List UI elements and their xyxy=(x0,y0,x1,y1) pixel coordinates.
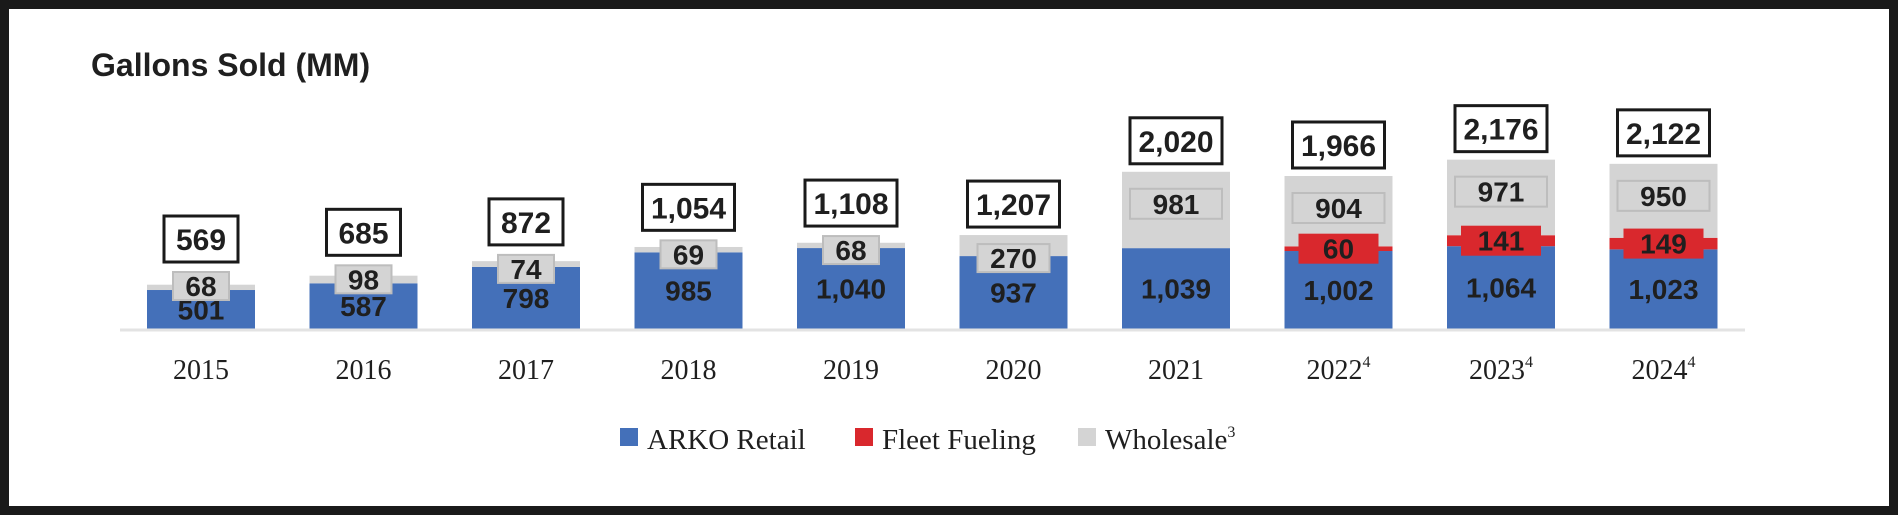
x-tick-label-2023: 20234 xyxy=(1469,354,1533,386)
label-box-wholesale-2015 xyxy=(172,271,230,302)
total-label-2023: 2,176 xyxy=(1463,114,1538,147)
x-tick-label-2015: 2015 xyxy=(173,355,229,386)
label-box-wholesale-2021 xyxy=(1129,187,1223,220)
total-box-2023 xyxy=(1453,104,1549,154)
bar-arko-retail-2023 xyxy=(1447,246,1555,329)
x-tick-label-2021: 2021 xyxy=(1148,355,1204,386)
label-box-fleet-fueling-2023 xyxy=(1461,225,1541,256)
legend-label-wholesale: Wholesale3 xyxy=(1105,424,1235,456)
label-box-wholesale-2020 xyxy=(976,243,1051,274)
label-arko-retail-2020: 937 xyxy=(990,278,1037,309)
x-tick-footnote-2024: 4 xyxy=(1688,354,1696,371)
total-label-2017: 872 xyxy=(501,207,551,240)
x-axis: 2015 2016 2017 2018 2019 2020 2021 20224 20234 20… xyxy=(120,328,1745,386)
label-arko-retail-2016: 587 xyxy=(340,291,387,322)
bar-arko-retail-2021 xyxy=(1122,248,1230,329)
label-box-wholesale-2023 xyxy=(1454,175,1548,208)
x-tick-label-2019: 2019 xyxy=(823,355,879,386)
label-wholesale-2019: 68 xyxy=(835,235,866,266)
labels-layer: 501685695879868579874872985691,0541,0406… xyxy=(162,104,1711,326)
total-label-2019: 1,108 xyxy=(813,188,888,221)
label-arko-retail-2018: 985 xyxy=(665,276,712,307)
total-box-2024 xyxy=(1616,108,1711,158)
x-tick-label-2020: 2020 xyxy=(986,355,1042,386)
label-wholesale-2024: 950 xyxy=(1640,181,1687,212)
bar-arko-retail-2022 xyxy=(1284,251,1393,329)
total-box-2015 xyxy=(162,214,240,264)
total-box-2020 xyxy=(966,179,1061,229)
total-label-2024: 2,122 xyxy=(1626,118,1701,151)
x-tick-label-2017: 2017 xyxy=(498,355,554,386)
x-tick-footnote-2023: 4 xyxy=(1525,354,1533,371)
total-box-2018 xyxy=(641,182,736,232)
total-box-2019 xyxy=(803,178,899,228)
label-wholesale-2017: 74 xyxy=(510,254,542,285)
legend-swatch-wholesale xyxy=(1078,428,1096,446)
total-label-2016: 685 xyxy=(338,217,388,250)
legend-label-arko-retail: ARKO Retail xyxy=(647,424,806,456)
total-label-2018: 1,054 xyxy=(651,192,726,225)
x-tick-footnote-2022: 4 xyxy=(1363,354,1371,371)
total-box-2021 xyxy=(1128,116,1224,166)
label-arko-retail-2023: 1,064 xyxy=(1466,273,1536,304)
bar-arko-retail-2024 xyxy=(1609,249,1718,329)
label-box-wholesale-2018 xyxy=(659,239,718,270)
label-box-wholesale-2017 xyxy=(497,253,555,284)
legend-label-fleet-fueling: Fleet Fueling xyxy=(882,424,1036,456)
label-box-wholesale-2016 xyxy=(334,264,393,295)
label-box-wholesale-2024 xyxy=(1616,179,1711,212)
total-label-2021: 2,020 xyxy=(1138,126,1213,159)
legend-swatch-fleet-fueling xyxy=(855,428,873,446)
total-label-2015: 569 xyxy=(176,224,226,257)
label-fleet-fueling-2024: 149 xyxy=(1640,229,1687,260)
label-wholesale-2015: 68 xyxy=(185,271,216,302)
label-wholesale-2018: 69 xyxy=(673,239,704,270)
legend-swatch-arko-retail xyxy=(620,428,638,446)
label-wholesale-2023: 971 xyxy=(1478,177,1525,208)
label-wholesale-2022: 904 xyxy=(1315,193,1362,224)
label-arko-retail-2024: 1,023 xyxy=(1628,274,1698,305)
x-tick-label-2018: 2018 xyxy=(661,355,717,386)
label-box-wholesale-2019 xyxy=(822,235,880,266)
total-box-2017 xyxy=(487,197,565,247)
label-wholesale-2021: 981 xyxy=(1153,189,1200,220)
x-tick-label-2022: 20224 xyxy=(1307,354,1371,386)
x-tick-label-2024: 20244 xyxy=(1632,354,1696,386)
legend-footnote-wholesale: 3 xyxy=(1227,424,1235,441)
total-label-2022: 1,966 xyxy=(1301,130,1376,163)
legend: ARKO Retail Fleet Fueling Wholesale3 xyxy=(620,424,1235,456)
label-arko-retail-2017: 798 xyxy=(503,283,550,314)
label-fleet-fueling-2023: 141 xyxy=(1478,226,1525,257)
label-box-wholesale-2022 xyxy=(1291,191,1386,224)
total-box-2016 xyxy=(325,207,402,257)
chart-title: Gallons Sold (MM) xyxy=(91,47,371,83)
label-wholesale-2016: 98 xyxy=(348,264,379,295)
label-arko-retail-2022: 1,002 xyxy=(1303,275,1373,306)
label-wholesale-2020: 270 xyxy=(990,243,1037,274)
label-box-fleet-fueling-2022 xyxy=(1298,233,1379,264)
label-fleet-fueling-2022: 60 xyxy=(1323,234,1354,265)
total-label-2020: 1,207 xyxy=(976,189,1051,222)
label-box-fleet-fueling-2024 xyxy=(1623,228,1704,259)
label-arko-retail-2021: 1,039 xyxy=(1141,274,1211,305)
total-box-2022 xyxy=(1291,120,1386,170)
x-tick-label-2016: 2016 xyxy=(336,355,392,386)
label-arko-retail-2019: 1,040 xyxy=(816,274,886,305)
